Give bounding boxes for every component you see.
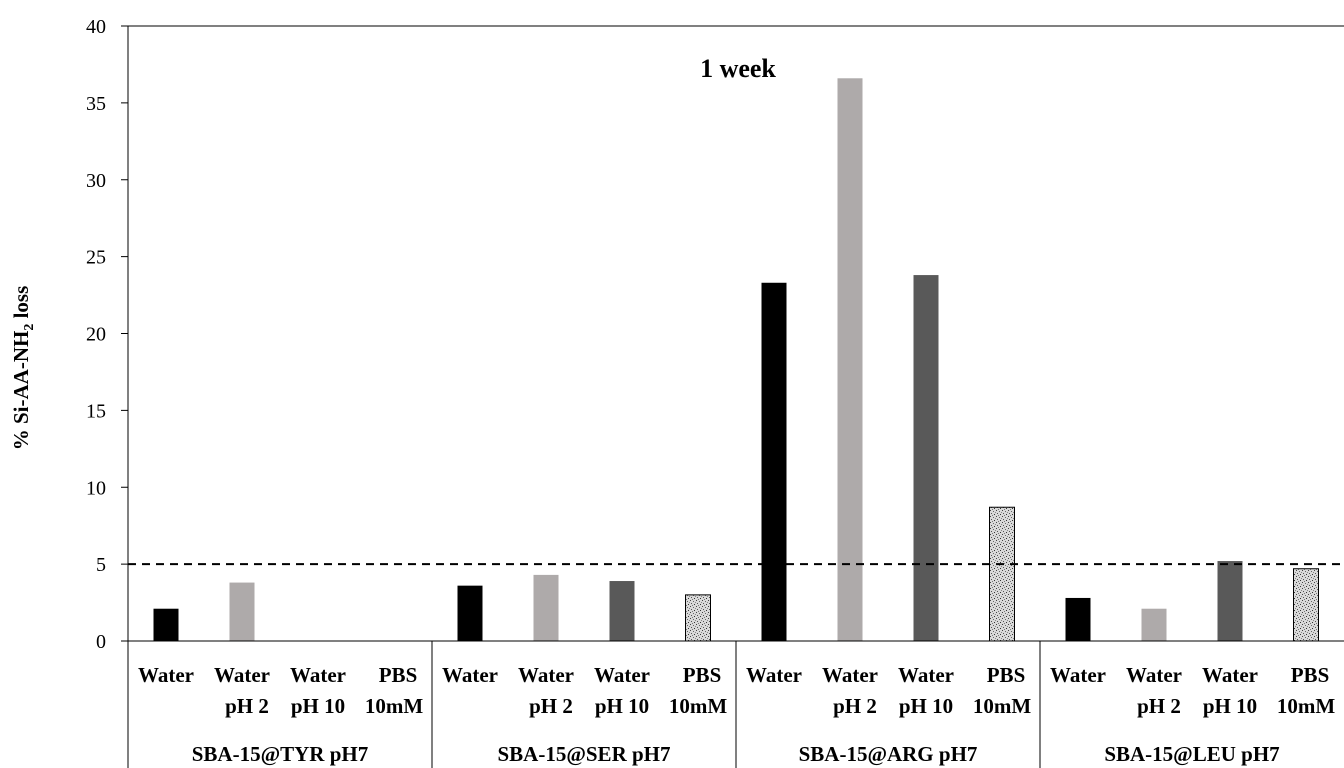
x-category-label: Water xyxy=(898,663,954,687)
y-axis-label-main: % Si-AA-NH xyxy=(9,331,33,451)
x-group-label: SBA-15@ARG pH7 xyxy=(799,742,978,766)
bar xyxy=(1065,597,1091,641)
x-group-label: SBA-15@LEU pH7 xyxy=(1104,742,1279,766)
y-tick-label: 10 xyxy=(86,477,106,499)
x-category-label-line2: pH 2 xyxy=(225,694,269,718)
bar xyxy=(837,78,863,641)
y-axis-label-suffix: loss xyxy=(9,286,33,324)
x-category-label: Water xyxy=(518,663,574,687)
x-category-label: PBS xyxy=(1291,663,1330,687)
x-group-label: SBA-15@SER pH7 xyxy=(498,742,671,766)
y-axis: 0 5 10 15 20 25 30 35 40 xyxy=(86,16,1344,653)
x-category-label-line2: pH 2 xyxy=(1137,694,1181,718)
bars xyxy=(128,78,1344,642)
x-category-label-line2: pH 2 xyxy=(529,694,573,718)
y-axis-label-subscript: 2 xyxy=(22,324,37,331)
x-category-label-line2: pH 2 xyxy=(833,694,877,718)
x-category-label: Water xyxy=(138,663,194,687)
bar xyxy=(229,582,255,641)
chart-title: 1 week xyxy=(700,54,776,83)
bar xyxy=(1141,608,1167,641)
y-tick-label: 25 xyxy=(86,247,106,269)
x-category-label-line2: pH 10 xyxy=(291,694,345,718)
bar xyxy=(1293,568,1319,642)
y-tick-label: 30 xyxy=(86,170,106,192)
x-category-label-line2: pH 10 xyxy=(899,694,953,718)
x-category-label: Water xyxy=(822,663,878,687)
x-axis: Water Water pH 2 Water pH 10 PBS 10mM SBA-15@TY… xyxy=(127,640,1344,768)
y-tick-label: 20 xyxy=(86,324,106,346)
x-category-label: PBS xyxy=(379,663,418,687)
x-group-label: SBA-15@TYR pH7 xyxy=(192,742,368,766)
x-category-label: PBS xyxy=(987,663,1026,687)
x-category-label-line2: pH 10 xyxy=(1203,694,1257,718)
y-tick-label: 15 xyxy=(86,400,106,422)
bar xyxy=(913,275,939,641)
bar xyxy=(989,506,1015,642)
bar xyxy=(685,594,711,642)
x-category-label: Water xyxy=(746,663,802,687)
y-tick-label: 35 xyxy=(86,93,106,115)
x-category-label: Water xyxy=(214,663,270,687)
x-category-label: Water xyxy=(442,663,498,687)
bar xyxy=(533,574,559,641)
x-category-label-line2: pH 10 xyxy=(595,694,649,718)
x-category-label: PBS xyxy=(683,663,722,687)
x-category-label: Water xyxy=(290,663,346,687)
x-category-label-line2: 10mM xyxy=(669,694,727,718)
y-axis-label: % Si-AA-NH2 loss xyxy=(9,286,37,451)
bar xyxy=(457,585,483,641)
bar xyxy=(761,282,787,641)
y-tick-label: 0 xyxy=(96,631,106,653)
x-category-label: Water xyxy=(1050,663,1106,687)
x-category-label: Water xyxy=(1202,663,1258,687)
y-tick-label: 40 xyxy=(86,16,106,38)
bar xyxy=(1217,561,1243,641)
x-category-label-line2: 10mM xyxy=(973,694,1031,718)
bar xyxy=(609,581,635,641)
y-tick-label: 5 xyxy=(96,554,106,576)
x-category-label: Water xyxy=(594,663,650,687)
bar xyxy=(153,608,179,641)
x-category-label-line2: 10mM xyxy=(1277,694,1335,718)
x-category-label-line2: 10mM xyxy=(365,694,423,718)
x-category-label: Water xyxy=(1126,663,1182,687)
